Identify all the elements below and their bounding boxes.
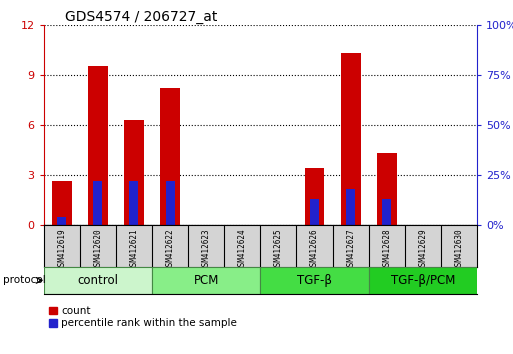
Text: PCM: PCM [193,274,219,287]
Bar [341,53,361,225]
Bar [44,267,152,294]
Text: GSM412626: GSM412626 [310,228,319,270]
Text: GSM412623: GSM412623 [202,228,211,270]
Text: GDS4574 / 206727_at: GDS4574 / 206727_at [65,10,218,24]
Bar [260,267,369,294]
Text: GSM412630: GSM412630 [455,228,464,270]
Text: GSM412627: GSM412627 [346,228,355,270]
Bar [57,217,66,225]
Text: TGF-β: TGF-β [297,274,332,287]
Bar [382,199,391,225]
Text: GSM412628: GSM412628 [382,228,391,270]
Text: GSM412620: GSM412620 [93,228,102,270]
Bar [52,182,72,225]
Text: GSM412622: GSM412622 [166,228,174,270]
Text: GSM412619: GSM412619 [57,228,66,270]
Text: protocol: protocol [3,275,45,285]
Bar [88,67,108,225]
Text: TGF-β/PCM: TGF-β/PCM [391,274,455,287]
Bar [166,181,174,225]
Bar [124,120,144,225]
Bar [310,199,319,225]
Bar [129,181,139,225]
Text: GSM412624: GSM412624 [238,228,247,270]
Bar [160,88,180,225]
Legend: count, percentile rank within the sample: count, percentile rank within the sample [49,306,237,328]
Bar [305,168,324,225]
Bar [377,153,397,225]
Bar [93,181,102,225]
Bar [152,267,260,294]
Text: control: control [77,274,119,287]
Text: GSM412621: GSM412621 [129,228,139,270]
Bar [369,267,477,294]
Text: GSM412625: GSM412625 [274,228,283,270]
Text: GSM412629: GSM412629 [419,228,427,270]
Bar [346,189,355,225]
